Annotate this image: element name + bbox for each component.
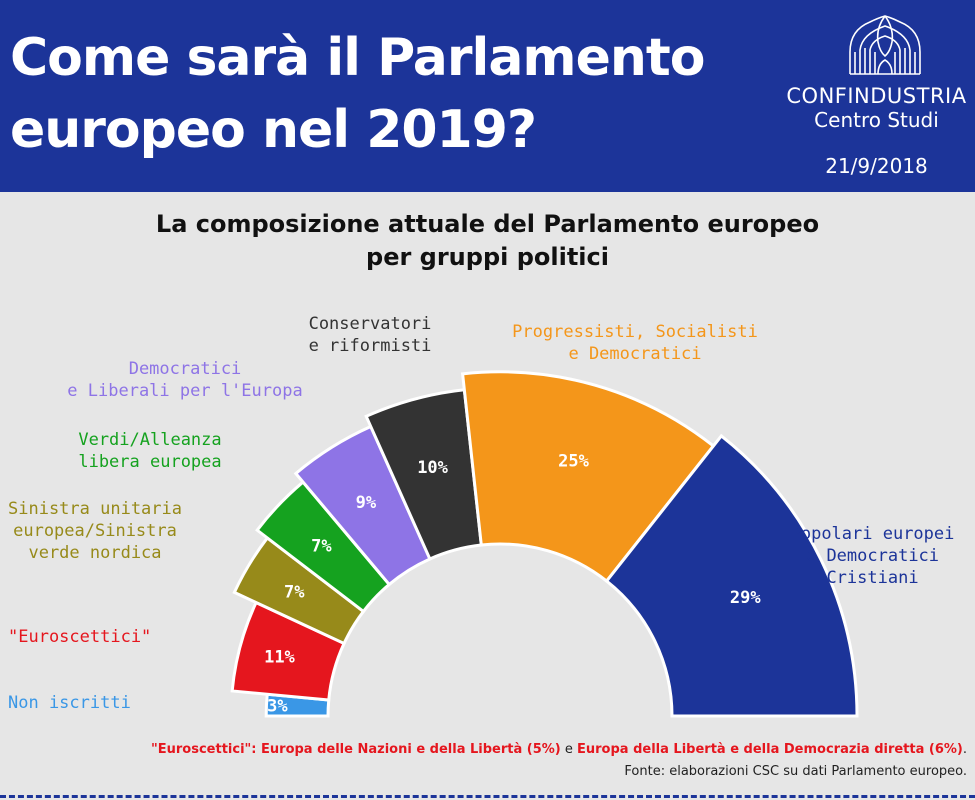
org-subtitle: Centro Studi [814, 108, 939, 132]
slice-label-4-line-1: e Liberali per l'Europa [67, 381, 303, 401]
slice-label-7: Popolari europei e Democratici Cristiani [775, 523, 970, 589]
slice-label-1: "Euroscettici" [8, 626, 151, 648]
footnote-period: . [962, 742, 967, 757]
slice-value-label-3: 7% [311, 537, 332, 557]
chart-title: La composizione attuale del Parlamento e… [0, 208, 975, 274]
chart-title-line1: La composizione attuale del Parlamento e… [155, 210, 820, 238]
slice-label-0: Non iscritti [8, 692, 131, 714]
org-name: CONFINDUSTRIA [786, 84, 967, 108]
footnote-eurosceptics-2: Europa della Libertà e della Democrazia … [577, 742, 963, 757]
footnote-conjunction: e [560, 742, 578, 757]
slice-label-5-line-0: Conservatori [308, 314, 432, 334]
slice-label-2-line-2: verde nordica [28, 543, 162, 563]
slice-label-3: Verdi/Alleanza libera europea [60, 429, 240, 473]
header-banner: Come sarà il Parlamento europeo nel 2019… [0, 0, 975, 192]
slice-label-4: Democratici e Liberali per l'Europa [60, 358, 310, 402]
slice-label-5-line-1: e riformisti [308, 336, 432, 356]
slice-label-7-line-1: e Democratici [805, 546, 940, 566]
slice-label-7-line-2: Cristiani [826, 568, 919, 588]
slice-6 [460, 370, 716, 584]
footnote: "Euroscettici": Europa delle Nazioni e d… [151, 742, 967, 757]
slice-label-2-line-1: europea/Sinistra [13, 521, 177, 541]
slice-label-2-line-0: Sinistra unitaria [8, 499, 182, 519]
confindustria-logo-icon [849, 15, 921, 75]
slice-value-label-1: 11% [264, 647, 295, 667]
slice-label-0-line-0: Non iscritti [8, 693, 131, 713]
slice-value-label-5: 10% [417, 458, 448, 478]
page-title-line1: Come sarà il Parlamento [10, 28, 705, 88]
publication-date: 21/9/2018 [825, 154, 928, 178]
slice-label-6: Progressisti, Socialisti e Democratici [500, 321, 770, 365]
slice-7 [604, 433, 859, 718]
source-note: Fonte: elaborazioni CSC su dati Parlamen… [624, 764, 967, 779]
slice-value-label-6: 25% [558, 451, 589, 471]
slice-label-3-line-0: Verdi/Alleanza [78, 430, 222, 450]
slice-value-label-2: 7% [284, 582, 305, 602]
slice-value-label-0: 3% [267, 697, 288, 717]
chart-title-line2: per gruppi politici [366, 243, 609, 271]
slice-label-5: Conservatori e riformisti [290, 313, 450, 357]
bottom-dashed-border [0, 795, 975, 798]
slice-label-1-line-0: "Euroscettici" [8, 627, 152, 647]
page-title-line2: europeo nel 2019? [10, 100, 537, 160]
slice-label-4-line-0: Democratici [128, 359, 242, 379]
slice-label-6-line-1: e Democratici [568, 344, 702, 364]
slice-label-7-line-0: Popolari europei [790, 524, 955, 544]
slice-label-3-line-1: libera europea [78, 452, 222, 472]
slice-label-2: Sinistra unitaria europea/Sinistra verde n… [0, 498, 190, 564]
slice-value-label-4: 9% [356, 493, 377, 513]
slice-value-label-7: 29% [730, 588, 761, 608]
slice-label-6-line-0: Progressisti, Socialisti [512, 322, 758, 342]
footnote-eurosceptics-1: "Euroscettici": Europa delle Nazioni e d… [150, 742, 561, 757]
